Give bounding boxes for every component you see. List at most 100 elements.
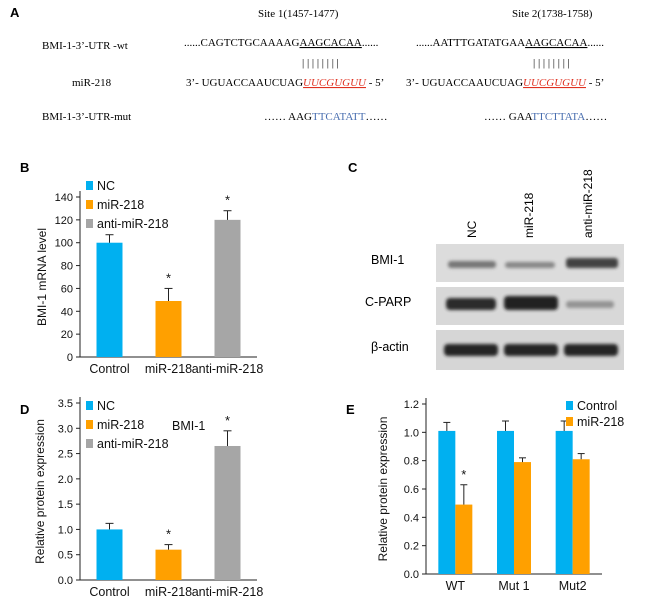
- site1-mir-prefix: 3’- UGUACCAAUCUAG: [186, 77, 303, 89]
- site1-mir-seed: UUCGUGUU: [303, 77, 367, 89]
- panel-d-bar: [214, 445, 241, 580]
- site1-mut-suffix: ……: [366, 111, 388, 123]
- panel-e-legend-label: miR-218: [577, 415, 624, 429]
- site2-mir-sequence: 3’- UGUACCAAUCUAGUUCGUGUU - 5’: [406, 77, 604, 89]
- site1-wt-seed: AAGCACAA: [300, 37, 362, 49]
- panel-d-legend-swatch: [86, 439, 93, 448]
- panel-e-bar: [572, 459, 590, 574]
- panel-d-bar: [96, 529, 123, 580]
- panel-d-y-tick-label: 2.5: [58, 449, 73, 461]
- panel-d-legend-swatch: [86, 401, 93, 410]
- band-c-parp-mir-218: [504, 296, 558, 310]
- panel-b-category-label: anti-miR-218: [192, 362, 264, 376]
- mut-row-label: BMI-1-3’-UTR-mut: [42, 111, 131, 123]
- wt-row-label: BMI-1-3’-UTR -wt: [42, 40, 128, 52]
- panel-b-legend-swatch: [86, 181, 93, 190]
- site1-wt-prefix: ......CAGTCTGCAAAAG: [184, 37, 300, 49]
- panel-e-category-label: Mut 1: [498, 579, 529, 593]
- panel-d-y-tick-label: 1.0: [58, 524, 73, 536]
- row-label-c-parp: C-PARP: [365, 295, 411, 309]
- panel-b-y-tick-label: 140: [55, 192, 73, 204]
- panel-e-significance-mark: *: [461, 467, 466, 482]
- panel-e-y-tick-label: 0.2: [404, 541, 419, 553]
- panel-d-legend-label: miR-218: [97, 418, 144, 432]
- panel-d-y-tick-label: 1.5: [58, 499, 73, 511]
- panel-b-category-label: Control: [89, 362, 129, 376]
- panel-e-y-tick-label: 0.4: [404, 512, 419, 524]
- site1-mut-prefix: …… AAG: [264, 111, 312, 123]
- site2-mut-seed: TTCTTATA: [531, 111, 585, 123]
- panel-b-legend-label: anti-miR-218: [97, 217, 169, 231]
- band-c-parp-nc: [446, 298, 496, 310]
- band-c-parp-anti-mir-218: [566, 301, 614, 308]
- panel-d-chart: D 0.0 0.5 1.0 1.5 2.0 2.5 3.0 3.5 Relative prote…: [20, 397, 263, 599]
- panel-b-y-tick-label: 20: [61, 329, 73, 341]
- panel-a: A Site 1(1457-1477) Site 2(1738-1758) BM…: [10, 5, 607, 123]
- panel-d-category-label: miR-218: [145, 585, 192, 599]
- panel-e-category-label: WT: [446, 579, 466, 593]
- panel-d-y-tick-label: 2.0: [58, 474, 73, 486]
- site1-wt-suffix: ......: [362, 37, 379, 49]
- panel-e-bar: [438, 430, 456, 574]
- site1-pairing-bars: | | | | | | | |: [302, 57, 339, 69]
- panel-d-y-tick-label: 0.5: [58, 550, 73, 562]
- panel-e-legend-swatch: [566, 417, 573, 426]
- site2-wt-suffix: ......: [587, 37, 604, 49]
- panel-e-letter: E: [346, 402, 355, 417]
- site1-label: Site 1(1457-1477): [258, 8, 339, 20]
- site2-wt-seed: AAGCACAA: [525, 37, 587, 49]
- site1-mir-suffix: - 5’: [366, 77, 384, 89]
- panel-b-legend-swatch: [86, 200, 93, 209]
- lane-label-mir-218: miR-218: [522, 192, 536, 238]
- band-bmi-1-mir-218: [505, 262, 555, 268]
- site2-mut-suffix: ……: [585, 111, 607, 123]
- band-bmi-1-nc: [448, 261, 496, 268]
- site2-wt-sequence: ......AATTTGATATGAAAAGCACAA......: [416, 37, 604, 49]
- panel-d-legend-label: anti-miR-218: [97, 437, 169, 451]
- site1-mut-sequence: …… AAGTTCATATT……: [264, 111, 388, 123]
- panel-d-legend-swatch: [86, 420, 93, 429]
- panel-e-legend-label: Control: [577, 399, 617, 413]
- lane-label-anti-mir-218: anti-miR-218: [581, 169, 595, 238]
- panel-b-y-tick-label: 40: [61, 306, 73, 318]
- panel-b-letter: B: [20, 160, 29, 175]
- panel-e-bar: [497, 430, 514, 574]
- panel-b-y-tick-label: 120: [55, 215, 73, 227]
- panel-d-category-label: anti-miR-218: [192, 585, 264, 599]
- panel-b-bar: [155, 301, 182, 357]
- panel-e-legend-swatch: [566, 401, 573, 410]
- panel-b-significance-mark: *: [225, 193, 230, 208]
- panel-b-legend-swatch: [86, 219, 93, 228]
- panel-b-legend-label: NC: [97, 179, 115, 193]
- band-beta-actin-mir-218: [504, 344, 558, 356]
- panel-e-y-tick-label: 0.0: [404, 569, 419, 581]
- band-beta-actin-nc: [444, 344, 498, 356]
- site1-mut-seed: TTCATATT: [312, 111, 366, 123]
- panel-e-bar: [555, 430, 573, 574]
- panel-d-y-axis-label: Relative protein expression: [33, 419, 47, 564]
- panel-d-letter: D: [20, 402, 29, 417]
- site2-mir-prefix: 3’- UGUACCAAUCUAG: [406, 77, 523, 89]
- lane-label-nc: NC: [465, 220, 479, 238]
- band-beta-actin-anti-mir-218: [564, 344, 618, 356]
- panel-e-y-tick-label: 0.6: [404, 484, 419, 496]
- panel-c-western-blot: C NC miR-218 anti-miR-218 BMI-1 C-PARP β…: [348, 160, 624, 370]
- panel-d-category-label: Control: [89, 585, 129, 599]
- row-label-bmi-1: BMI-1: [371, 253, 404, 267]
- panel-e-bar: [514, 462, 531, 574]
- panel-b-legend-label: miR-218: [97, 198, 144, 212]
- site2-wt-prefix: ......AATTTGATATGAA: [416, 37, 525, 49]
- panel-e-y-tick-label: 1.2: [404, 399, 419, 411]
- panel-d-title: BMI-1: [172, 419, 205, 433]
- site2-mut-prefix: …… GAA: [484, 111, 533, 123]
- panel-b-y-tick-label: 60: [61, 283, 73, 295]
- panel-b-y-axis-label: BMI-1 mRNA level: [35, 228, 49, 326]
- panel-d-y-tick-label: 0.0: [58, 575, 73, 587]
- panel-c-letter: C: [348, 160, 358, 175]
- site1-wt-sequence: ......CAGTCTGCAAAAGAAGCACAA......: [184, 37, 379, 49]
- panel-b-y-tick-label: 0: [67, 352, 73, 364]
- panel-e-category-label: Mut2: [559, 579, 587, 593]
- site2-label: Site 2(1738-1758): [512, 8, 593, 20]
- panel-b-y-tick-label: 100: [55, 238, 73, 250]
